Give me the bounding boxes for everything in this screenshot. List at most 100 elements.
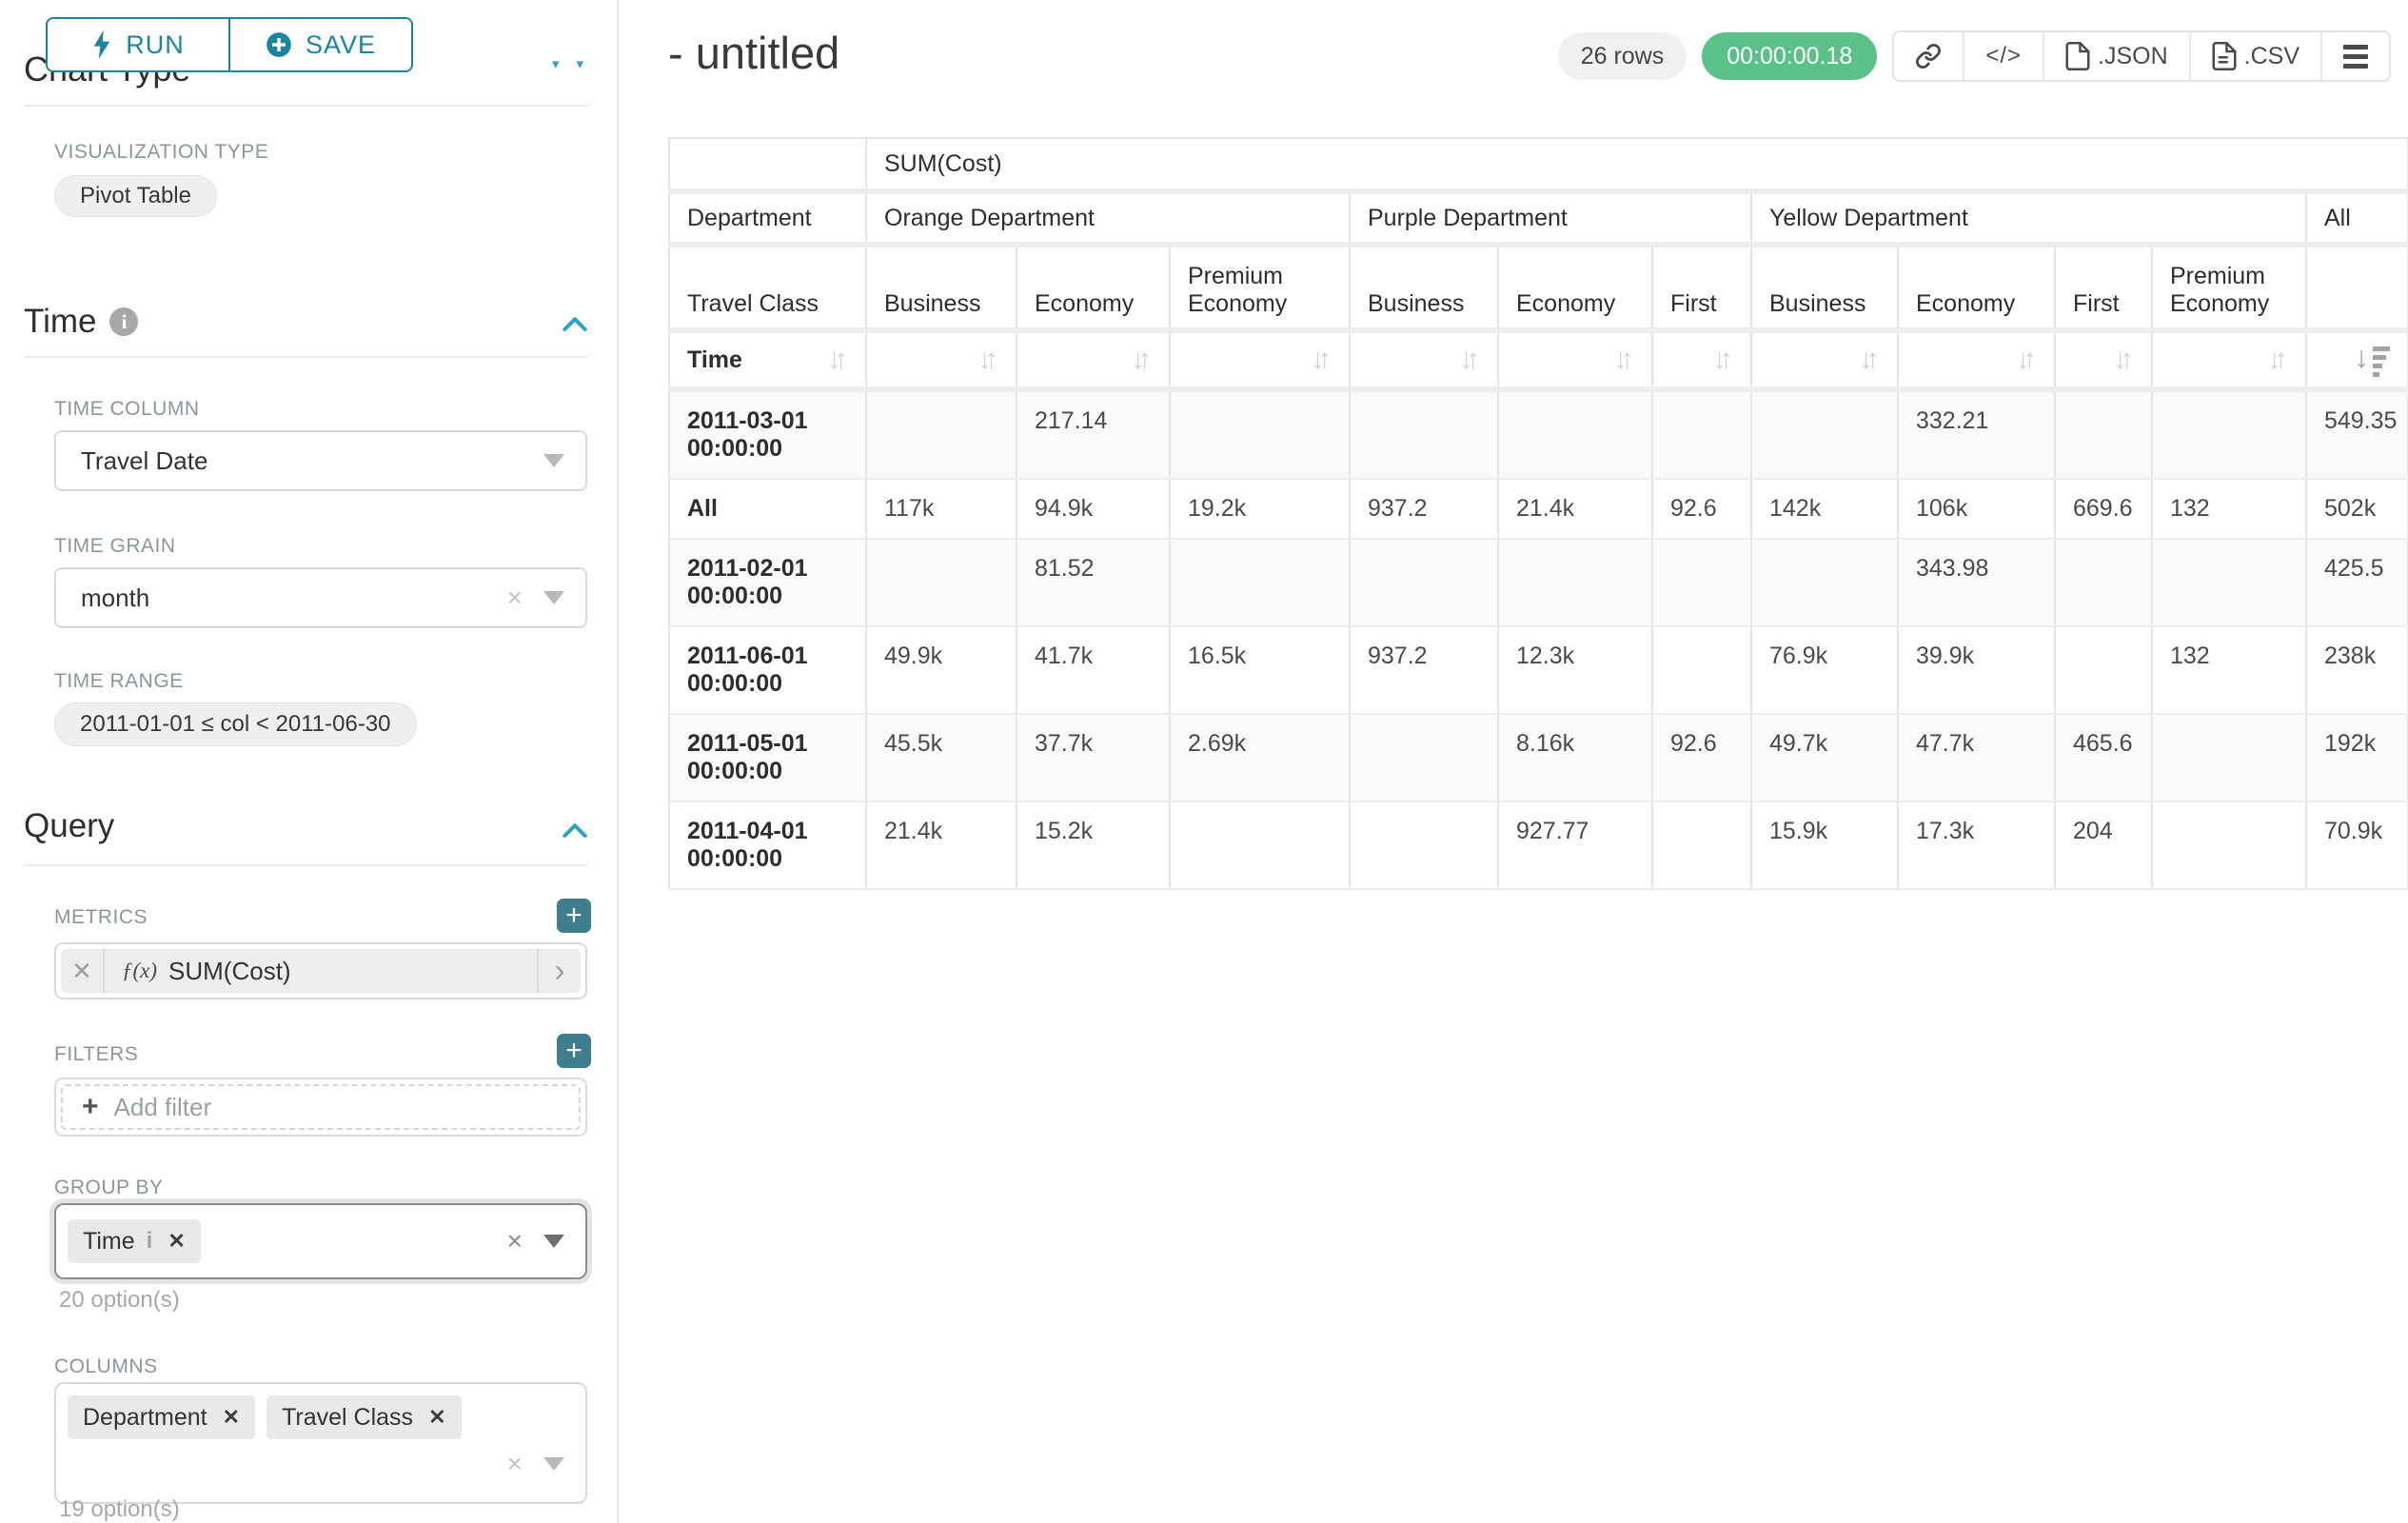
add-filter-button[interactable]: + [557,1034,591,1068]
pivot-class-header: First [1652,245,1752,333]
chevron-down-icon[interactable] [543,454,564,467]
plus-icon: + [82,1091,99,1122]
plus-circle-icon [266,32,291,57]
pivot-cell: 106k [1898,479,2056,540]
clear-icon[interactable]: × [506,1449,523,1478]
pivot-data-row: All 117k 94.9k 19.2k 937.2 21.4k 92.6 142k 106k 6… [669,479,2408,540]
pivot-cell [2152,714,2307,802]
chevron-down-icon[interactable] [543,1457,564,1471]
chevron-up-icon[interactable] [560,310,590,341]
time-column-select[interactable]: Travel Date [54,430,587,491]
sort-icon[interactable]: ↓↑ [2016,344,2037,375]
clear-icon[interactable]: × [506,1226,523,1256]
chart-title[interactable]: - untitled [668,28,840,78]
pivot-cell: 92.6 [1652,479,1752,540]
result-toolbar: 26 rows 00:00:00.18 </> .JSON .CSV [1557,30,2391,82]
sort-icon[interactable]: ↓↑ [1712,344,1733,375]
pivot-sort-cell: ↓↑ [866,330,1017,392]
pivot-sort-cell: ↓↑ [1016,330,1171,392]
chart-type-caret-icons[interactable]: ▾▾ [552,56,602,72]
metrics-control: ✕ ƒ(x) SUM(Cost) › [54,942,587,999]
pivot-cell [2055,626,2153,715]
pivot-metric-header: SUM(Cost) [866,138,2408,194]
sort-icon[interactable]: ↓↑ [977,344,998,375]
pivot-cell: 15.2k [1016,801,1171,890]
remove-metric-icon[interactable]: ✕ [61,949,105,993]
sort-icon[interactable]: ↓↑ [1311,344,1332,375]
pivot-cell [866,389,1017,480]
sort-icon[interactable]: ↓↑ [2267,344,2288,375]
export-json-button[interactable]: .JSON [2044,32,2191,80]
sort-icon[interactable]: ↓↑ [1613,344,1634,375]
sort-icon[interactable]: ↓↑ [1859,344,1880,375]
time-section-header[interactable]: Time i [24,303,139,341]
pivot-data-row: 2011-02-01 00:00:00 81.52 343.98 425.5 [669,539,2408,627]
sort-icon[interactable]: ↓↑ [1459,344,1480,375]
sort-icon[interactable]: ↓↑ [1131,344,1152,375]
chevron-down-icon[interactable] [543,591,564,604]
group-by-select[interactable]: Time i ✕ × [54,1203,587,1279]
pivot-cell: 343.98 [1898,539,2056,627]
time-grain-select[interactable]: month × [54,567,587,628]
pivot-cell [1652,389,1752,480]
pivot-cell: 549.35 [2306,389,2408,480]
pivot-class-header: Premium Economy [2152,245,2307,333]
pivot-row-dimension-cell: Time ↓↑ [669,330,867,392]
pivot-cell [1170,539,1351,627]
pivot-data-row: 2011-04-01 00:00:00 21.4k 15.2k 927.77 15.9k… [669,801,2408,890]
pivot-cell: 142k [1751,479,1899,540]
pivot-cell: 37.7k [1016,714,1171,802]
sort-icon[interactable]: ↓↑ [2113,344,2134,375]
export-csv-button[interactable]: .CSV [2190,32,2322,80]
columns-select[interactable]: Department ✕ Travel Class ✕ × [54,1382,587,1504]
sort-icon[interactable]: ↓↑ [827,344,848,375]
pivot-cell: 332.21 [1898,389,2056,480]
pivot-data-row: 2011-05-01 00:00:00 45.5k 37.7k 2.69k 8.16k 9… [669,714,2408,802]
pivot-table: SUM(Cost) Department Orange Department Purp… [668,137,2408,890]
pivot-cell: 217.14 [1016,389,1171,480]
pivot-cell [2152,389,2307,480]
pivot-cell: 132 [2152,626,2307,715]
pivot-cell: 21.4k [866,801,1017,890]
pivot-cell: 94.9k [1016,479,1171,540]
add-metric-button[interactable]: + [557,899,591,933]
pivot-sort-cell: ↓↑ [2055,330,2153,392]
pivot-cell [1652,539,1752,627]
clear-icon[interactable]: × [506,583,523,612]
metric-pill[interactable]: ✕ ƒ(x) SUM(Cost) › [61,949,581,993]
time-range-chip[interactable]: 2011-01-01 ≤ col < 2011-06-30 [54,702,417,746]
pivot-cell [1498,389,1653,480]
chevron-down-icon[interactable] [543,1235,564,1248]
pivot-cell: 502k [2306,479,2408,540]
save-button[interactable]: SAVE [230,19,411,70]
pivot-sort-cell: ↓↑ [1170,330,1351,392]
copy-link-button[interactable] [1894,32,1965,80]
chevron-up-icon[interactable] [560,817,590,847]
visualization-type-label: VISUALIZATION TYPE [54,141,269,163]
run-button[interactable]: RUN [48,19,230,70]
time-range-label: TIME RANGE [54,670,184,692]
divider [24,864,587,866]
pivot-cell: 927.77 [1498,801,1653,890]
pivot-sort-cell: ↓↑ [1751,330,1899,392]
sort-descending-active-icon[interactable]: ↓ [2354,342,2391,377]
pivot-class-header: Economy [1016,245,1171,333]
lightning-icon [93,30,110,59]
pivot-cell: 47.7k [1898,714,2056,802]
pivot-cell [1350,539,1499,627]
expand-metric-icon[interactable]: › [537,949,581,993]
remove-chip-icon[interactable]: ✕ [222,1405,241,1429]
pivot-class-header: Business [866,245,1017,333]
visualization-type-chip[interactable]: Pivot Table [54,175,217,217]
pivot-sort-cell: ↓↑ [1898,330,2056,392]
query-section-header[interactable]: Query [24,807,115,844]
pivot-data-row: 2011-03-01 00:00:00 217.14 332.21 549.35 [669,389,2408,480]
menu-button[interactable] [2322,32,2389,80]
pivot-cell: 117k [866,479,1017,540]
remove-chip-icon[interactable]: ✕ [428,1405,446,1429]
view-query-button[interactable]: </> [1964,32,2045,80]
pivot-cell [1652,626,1752,715]
pivot-cell: 45.5k [866,714,1017,802]
add-filter-dropzone[interactable]: + Add filter [61,1084,581,1130]
remove-chip-icon[interactable]: ✕ [168,1229,186,1253]
